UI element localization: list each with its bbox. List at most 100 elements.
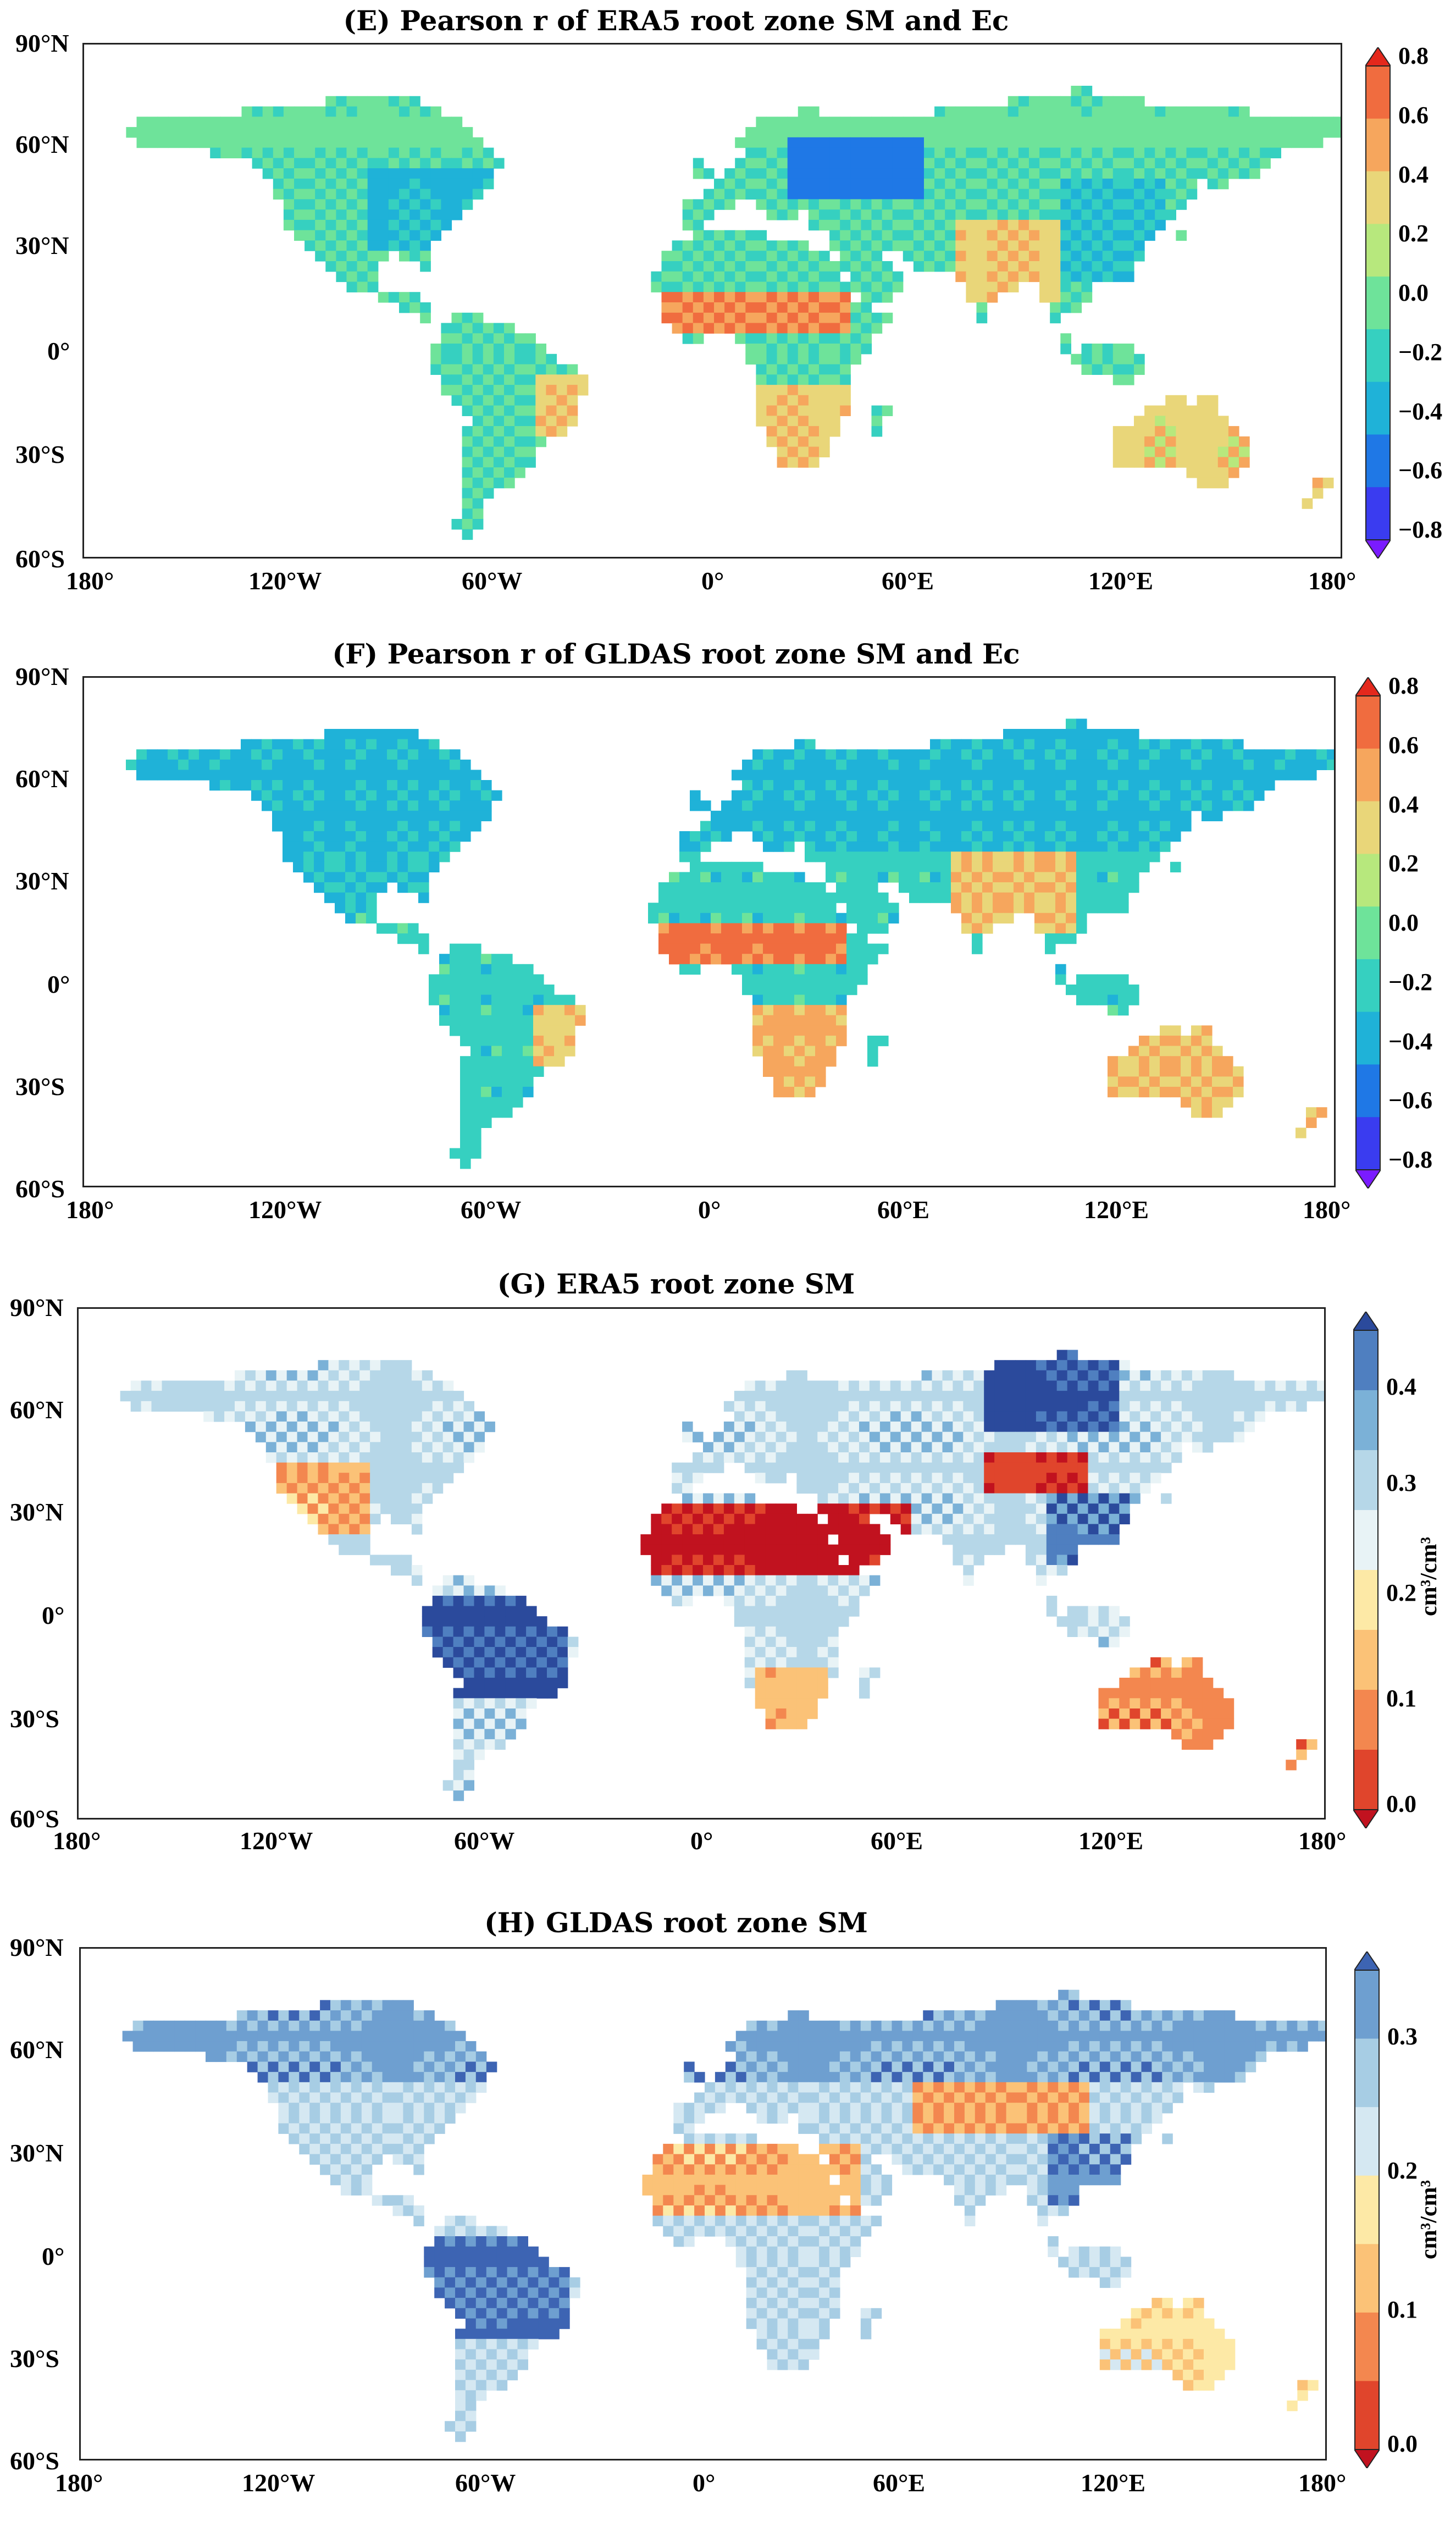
colorbar-tick-label: 0.1 [1387,2296,1418,2323]
map-area [82,43,1342,559]
lon-label-120e: 120°E [1088,567,1154,595]
lat-label-30s: 30°S [10,1705,59,1733]
lat-label-90n: 90°N [15,662,69,690]
colorbar-segment [1365,381,1391,435]
landmass-map [126,718,1334,1169]
colorbar-tick-label: 0.0 [1398,279,1429,306]
colorbar-tick-label: 0.8 [1398,42,1429,69]
lon-label-0: 0° [698,1196,721,1224]
colorbar-segment [1365,224,1391,277]
colorbar-segment [1353,1510,1379,1571]
colorbar-unit: cm³/cm³ [1416,2180,1442,2259]
colorbar-extend-max [1365,47,1391,67]
colorbar-segment [1354,1970,1380,2039]
lon-label-120e: 120°E [1078,1827,1144,1855]
colorbar-segment [1354,2312,1380,2381]
colorbar [1365,47,1391,559]
colorbar-segment [1354,2244,1380,2313]
lat-label-30s: 30°S [15,1072,65,1101]
colorbar-unit: cm³/cm³ [1416,1536,1442,1616]
lon-label-60e: 60°E [871,1827,923,1855]
lon-label-180e: 180° [1303,1196,1351,1224]
colorbar-tick-label: −0.2 [1388,968,1433,996]
lon-label-120e: 120°E [1081,2469,1146,2497]
lat-label-60n: 60°N [10,2036,64,2064]
lat-label-60s: 60°S [10,1805,59,1833]
lon-label-60e: 60°E [873,2469,926,2497]
colorbar-segment [1354,2038,1380,2108]
land-cells [126,86,1341,540]
colorbar-segment [1353,1390,1379,1451]
colorbar-segment [1355,1064,1381,1118]
colorbar-segment [1353,1450,1379,1511]
lat-label-90n: 90°N [10,1933,64,1961]
lat-label-30s: 30°S [10,2345,59,2373]
colorbar-segment [1355,959,1381,1013]
colorbar-segment [1365,329,1391,383]
lat-label-0: 0° [47,970,70,998]
colorbar-extend-min [1355,1169,1381,1188]
lat-label-0: 0° [42,2242,65,2270]
colorbar-extend-max [1354,1951,1380,1971]
colorbar-tick-label: 0.0 [1388,909,1419,936]
lat-label-60s: 60°S [15,1175,65,1203]
lat-label-90n: 90°N [15,29,69,57]
colorbar-tick-label: −0.8 [1388,1146,1433,1173]
lat-label-30n: 30°N [15,231,69,259]
colorbar-segment [1365,171,1391,224]
colorbar-tick-label: 0.8 [1388,672,1419,699]
panel-title: (G) ERA5 root zone SM [497,1268,855,1300]
colorbar-tick-label: 0.2 [1387,2157,1418,2184]
colorbar-segment [1353,1330,1379,1391]
panel-g: (G) ERA5 root zone SM 90°N 60°N 30°N 0° … [0,1264,1456,1896]
colorbar-tick-label: 0.0 [1387,2430,1418,2457]
colorbar-tick-label: 0.0 [1386,1790,1416,1817]
map-area [79,1947,1327,2460]
map-area [82,676,1336,1187]
colorbar-tick-label: 0.1 [1386,1685,1416,1712]
lon-label-60w: 60°W [461,1196,522,1224]
lon-label-180w: 180° [66,567,114,595]
colorbar-segment [1365,66,1391,119]
panel-h: (H) GLDAS root zone SM 90°N 60°N 30°N 0°… [0,1896,1456,2538]
map-area [77,1307,1326,1820]
lon-label-120w: 120°W [248,1196,322,1224]
panel-f: (F) Pearson r of GLDAS root zone SM and … [0,632,1456,1264]
colorbar-tick-label: −0.6 [1388,1087,1433,1114]
colorbar-segment [1365,487,1391,540]
lon-label-180e: 180° [1298,2469,1347,2497]
lon-label-180w: 180° [53,1827,101,1855]
lon-label-120e: 120°E [1084,1196,1149,1224]
colorbar-tick-label: 0.3 [1386,1469,1416,1496]
lon-label-0: 0° [690,1827,713,1855]
landmass-map [122,1989,1325,2442]
lon-label-180e: 180° [1298,1827,1347,1855]
colorbar-tick-label: 0.2 [1398,220,1429,247]
colorbar [1353,1312,1379,1828]
landmass-map [126,86,1341,540]
colorbar-segment [1355,906,1381,960]
lon-label-120w: 120°W [242,2469,315,2497]
lat-label-90n: 90°N [10,1293,64,1321]
colorbar-tick-label: 0.2 [1386,1579,1416,1607]
colorbar-segment [1354,2381,1380,2450]
lon-label-120w: 120°W [248,567,322,595]
colorbar-segment [1354,2175,1380,2244]
colorbar-tick-label: −0.2 [1398,338,1443,366]
panel-e: (E) Pearson r of ERA5 root zone SM and E… [0,0,1456,632]
colorbar-tick-label: 0.2 [1388,850,1419,877]
land-cells [122,1989,1325,2442]
lat-label-30n: 30°N [10,2139,64,2167]
colorbar-segment [1353,1630,1379,1690]
colorbar-tick-label: −0.6 [1398,457,1443,484]
colorbar-segment [1353,1690,1379,1750]
panel-title: (E) Pearson r of ERA5 root zone SM and E… [343,4,1009,37]
lon-label-0: 0° [693,2469,716,2497]
lat-label-60n: 60°N [10,1396,64,1424]
lon-label-180w: 180° [55,2469,103,2497]
panel-title: (H) GLDAS root zone SM [484,1906,868,1939]
colorbar-segment [1355,696,1381,749]
colorbar-tick-label: 0.4 [1388,790,1419,818]
panel-title: (F) Pearson r of GLDAS root zone SM and … [332,638,1020,670]
colorbar-segment [1365,277,1391,330]
